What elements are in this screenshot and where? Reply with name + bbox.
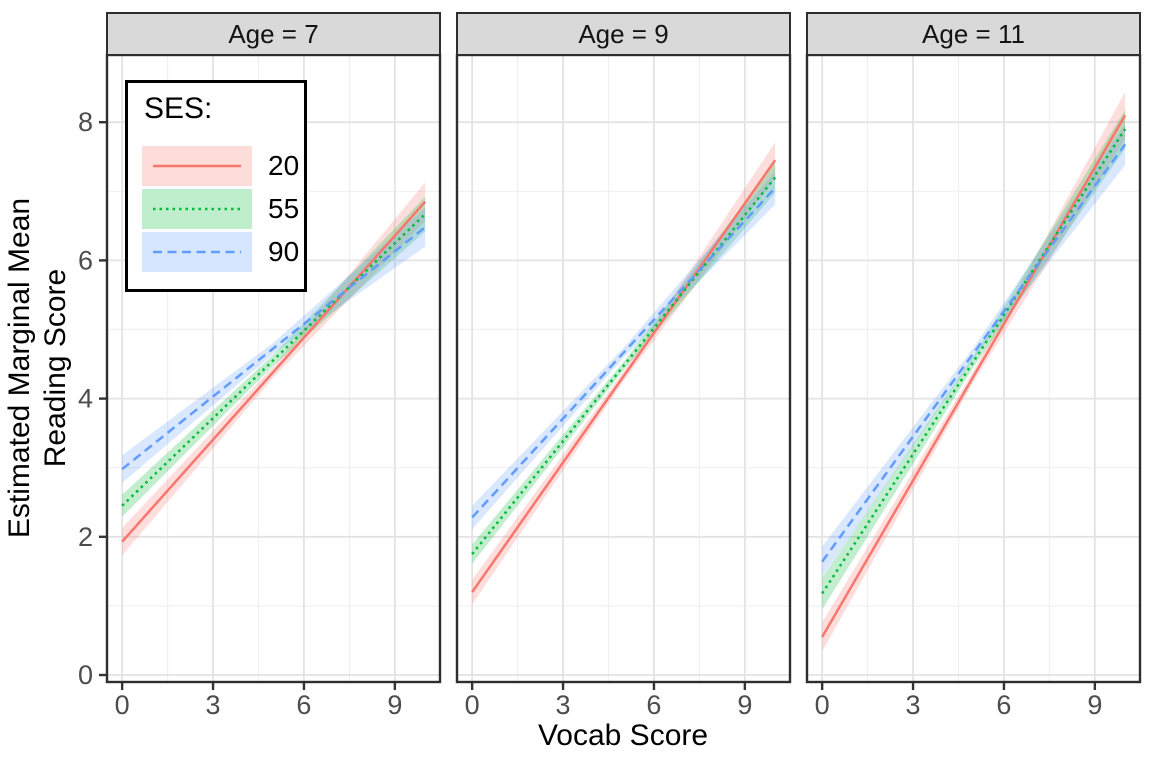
trend-line-ses-55	[121, 213, 427, 507]
legend-box: SES: 20 55 90	[125, 80, 307, 292]
facet-strip	[456, 12, 791, 56]
x-tick-label: 3	[206, 690, 221, 720]
x-tick-label: 6	[996, 690, 1011, 720]
legend-entry-label: 20	[268, 150, 300, 181]
ci-ribbon-ses-55	[822, 109, 1126, 610]
trend-line-ses-55	[821, 128, 1127, 595]
ci-ribbon-ses-90	[822, 123, 1126, 577]
x-tick-label: 9	[737, 690, 752, 720]
x-tick-label: 0	[815, 690, 830, 720]
ci-ribbon-ses-20	[122, 182, 426, 556]
ci-ribbon-ses-20	[822, 91, 1126, 652]
y-tick-label: 8	[78, 107, 93, 137]
y-tick-label: 2	[78, 522, 93, 552]
legend-entry-ses-90: 90	[142, 232, 304, 272]
x-tick-label: 3	[556, 690, 571, 720]
legend-entry-ses-20: 20	[142, 146, 304, 186]
ci-ribbon-ses-90	[472, 171, 776, 530]
ci-ribbon-ses-20	[472, 142, 776, 605]
y-axis-title: Estimated Marginal Mean Reading Score	[2, 138, 74, 598]
x-tick-label: 3	[906, 690, 921, 720]
trend-line-ses-20	[821, 114, 1127, 638]
ci-ribbon-ses-55	[122, 196, 426, 517]
ci-ribbon-ses-55	[472, 162, 776, 564]
legend-key-icon	[142, 232, 252, 272]
facet-strip-label: Age = 7	[228, 19, 318, 49]
facet-strip	[106, 12, 441, 56]
x-axis-title: Vocab Score	[537, 719, 709, 752]
trend-line-ses-20	[121, 200, 427, 543]
trend-line-ses-90	[471, 186, 777, 519]
y-axis-title-line1: Estimated Marginal Mean	[3, 197, 36, 539]
y-tick-label: 4	[78, 384, 93, 414]
facet-strip-label: Age = 9	[578, 19, 668, 49]
facet-strip	[806, 12, 1141, 56]
trend-line-ses-55	[471, 176, 777, 555]
legend-entry-label: 90	[268, 236, 300, 267]
x-tick-label: 6	[296, 690, 311, 720]
x-tick-label: 9	[387, 690, 402, 720]
legend-title: SES:	[144, 92, 213, 125]
legend-entry-ses-55: 55	[142, 189, 304, 229]
x-tick-label: 6	[646, 690, 661, 720]
trend-line-ses-90	[121, 226, 426, 471]
y-axis-title-line2: Reading Score	[39, 268, 72, 468]
y-tick-label: 6	[78, 245, 93, 275]
facet-strip-label: Age = 11	[922, 19, 1025, 49]
panel-background	[807, 55, 1140, 682]
legend-rows: 20 55 90	[142, 146, 304, 272]
legend-entry-label: 55	[268, 193, 300, 224]
x-tick-label: 9	[1087, 690, 1102, 720]
x-tick-label: 0	[115, 690, 130, 720]
panel-background	[457, 55, 790, 682]
y-tick-label: 0	[78, 660, 93, 690]
legend-key-icon	[142, 146, 252, 186]
x-tick-label: 0	[465, 690, 480, 720]
ci-ribbon-ses-90	[122, 207, 426, 483]
legend-key-icon	[142, 189, 252, 229]
trend-line-ses-20	[471, 159, 777, 593]
